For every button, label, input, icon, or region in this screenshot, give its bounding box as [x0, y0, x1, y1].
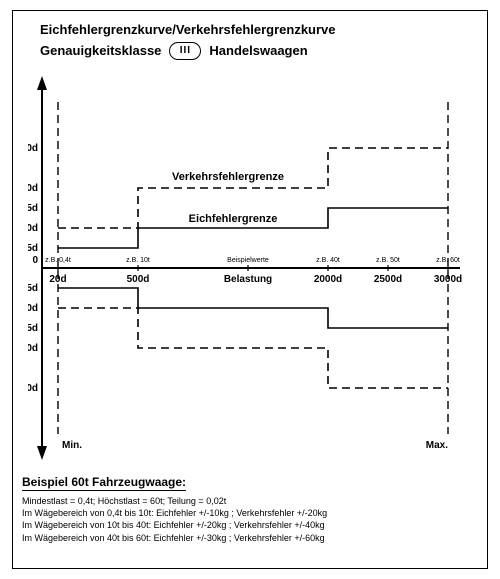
svg-text:z.B. 40t: z.B. 40t [316, 257, 340, 264]
svg-text:1,5d: 1,5d [28, 203, 38, 214]
chart-svg: 0,5d 0,5d 1,0d 1,0d 1,5d 1,5d 2,0d 2,0d 3,0d 3,0d… [28, 72, 472, 464]
svg-text:Beispielwerte: Beispielwerte [227, 257, 269, 264]
svg-text:0: 0 [32, 255, 38, 266]
example-title: Beispiel 60t Fahrzeugwaage: [22, 474, 186, 491]
svg-text:3,0d: 3,0d [28, 383, 38, 394]
svg-text:1,0d: 1,0d [28, 223, 38, 234]
svg-text:Max.: Max. [426, 440, 448, 451]
example-line: Mindestlast = 0,4t; Höchstlast = 60t; Te… [22, 495, 478, 507]
example-block: Beispiel 60t Fahrzeugwaage: Mindestlast … [22, 474, 478, 544]
subtitle-prefix: Genauigkeitsklasse [40, 41, 161, 62]
class-badge: III [169, 42, 201, 60]
class-line: Genauigkeitsklasse III Handelswaagen [40, 41, 336, 62]
svg-text:500d: 500d [127, 274, 150, 285]
svg-text:0,5d: 0,5d [28, 243, 38, 254]
svg-text:Verkehrsfehlergrenze: Verkehrsfehlergrenze [172, 171, 284, 183]
svg-text:2,0d: 2,0d [28, 343, 38, 354]
title-block: Eichfehlergrenzkurve/Verkehrsfehlergrenz… [40, 20, 336, 62]
svg-text:2000d: 2000d [314, 274, 342, 285]
error-limit-chart: 0,5d 0,5d 1,0d 1,0d 1,5d 1,5d 2,0d 2,0d 3,0d 3,0d… [28, 72, 472, 464]
example-line: Im Wägebereich von 10t bis 40t: Eichfehl… [22, 519, 478, 531]
subtitle-suffix: Handelswaagen [209, 41, 307, 62]
svg-text:0,5d: 0,5d [28, 283, 38, 294]
svg-text:Belastung: Belastung [224, 274, 272, 285]
example-lines: Mindestlast = 0,4t; Höchstlast = 60t; Te… [22, 495, 478, 544]
chart-title: Eichfehlergrenzkurve/Verkehrsfehlergrenz… [40, 20, 336, 41]
svg-text:Eichfehlergrenze: Eichfehlergrenze [189, 213, 278, 225]
example-line: Im Wägebereich von 0,4t bis 10t: Eichfeh… [22, 507, 478, 519]
svg-text:z.B. 10t: z.B. 10t [126, 257, 150, 264]
svg-text:2500d: 2500d [374, 274, 402, 285]
example-line: Im Wägebereich von 40t bis 60t: Eichfehl… [22, 532, 478, 544]
svg-text:Min.: Min. [62, 440, 82, 451]
svg-text:1,0d: 1,0d [28, 303, 38, 314]
svg-text:3,0d: 3,0d [28, 143, 38, 154]
svg-text:z.B. 50t: z.B. 50t [376, 257, 400, 264]
svg-text:1,5d: 1,5d [28, 323, 38, 334]
svg-text:2,0d: 2,0d [28, 183, 38, 194]
